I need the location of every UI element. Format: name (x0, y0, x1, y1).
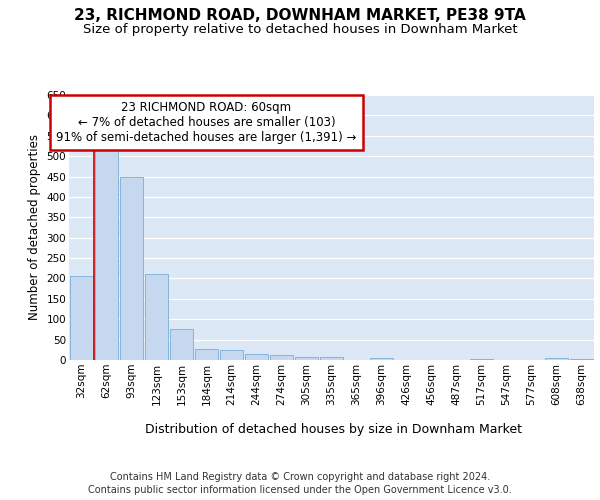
Bar (119, 176, 143, 360)
Bar (170, 328, 193, 360)
Bar (194, 349, 218, 360)
Bar (269, 355, 293, 360)
Y-axis label: Number of detached properties: Number of detached properties (28, 134, 41, 320)
Bar (245, 354, 268, 360)
Text: 23, RICHMOND ROAD, DOWNHAM MARKET, PE38 9TA: 23, RICHMOND ROAD, DOWNHAM MARKET, PE38 … (74, 8, 526, 22)
Bar (545, 358, 568, 360)
Bar (370, 358, 394, 360)
Bar (569, 359, 593, 360)
Bar (295, 356, 319, 360)
Text: Contains public sector information licensed under the Open Government Licence v3: Contains public sector information licen… (88, 485, 512, 495)
Bar (70, 276, 94, 360)
Bar (95, 144, 118, 360)
Bar (220, 350, 244, 360)
Text: Distribution of detached houses by size in Downham Market: Distribution of detached houses by size … (145, 422, 521, 436)
Bar (470, 359, 493, 360)
Bar (320, 357, 343, 360)
Text: Contains HM Land Registry data © Crown copyright and database right 2024.: Contains HM Land Registry data © Crown c… (110, 472, 490, 482)
Text: 23 RICHMOND ROAD: 60sqm
← 7% of detached houses are smaller (103)
91% of semi-de: 23 RICHMOND ROAD: 60sqm ← 7% of detached… (56, 101, 356, 144)
Bar (145, 274, 169, 360)
Text: Size of property relative to detached houses in Downham Market: Size of property relative to detached ho… (83, 22, 517, 36)
